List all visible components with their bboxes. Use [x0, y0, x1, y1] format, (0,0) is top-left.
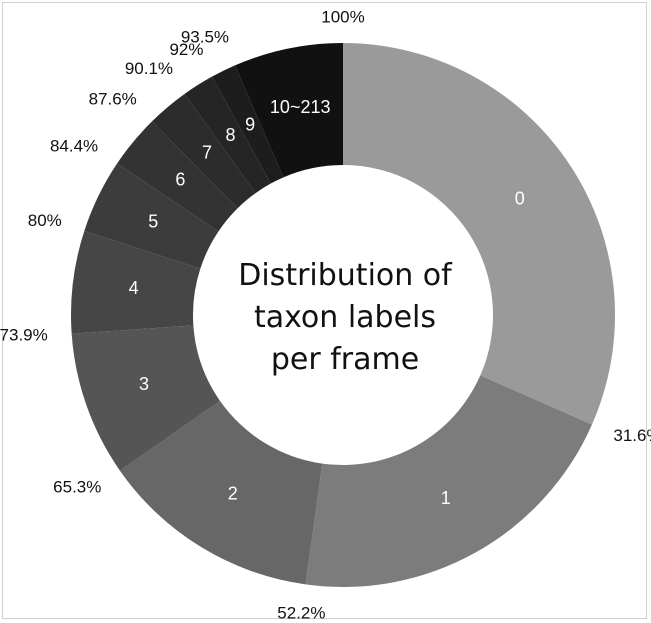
- slice-4: [71, 230, 201, 334]
- slice-label-10~213: 10~213: [270, 97, 331, 117]
- slice-label-9: 9: [245, 114, 255, 134]
- slice-3: [71, 325, 221, 471]
- slice-label-0: 0: [515, 188, 525, 208]
- cumulative-label-5: 84.4%: [50, 136, 98, 155]
- slice-label-2: 2: [228, 484, 238, 504]
- cumulative-label-6: 87.6%: [89, 90, 137, 109]
- slice-label-3: 3: [139, 374, 149, 394]
- title-line-2: taxon labels: [253, 300, 437, 335]
- slice-label-1: 1: [441, 488, 451, 508]
- cumulative-label-9: 93.5%: [181, 27, 229, 46]
- slice-5: [84, 163, 219, 269]
- slice-1: [305, 375, 592, 588]
- slice-label-8: 8: [225, 125, 235, 145]
- cumulative-label-3: 73.9%: [0, 325, 48, 344]
- slice-0: [343, 42, 615, 425]
- slice-6: [117, 121, 238, 232]
- slice-7: [151, 93, 256, 209]
- chart-title: Distribution of taxon labels per frame: [200, 255, 490, 381]
- title-line-1: Distribution of: [238, 258, 452, 293]
- slice-label-5: 5: [148, 212, 158, 232]
- slice-2: [119, 400, 323, 585]
- cumulative-label-4: 80%: [28, 211, 62, 230]
- slice-label-4: 4: [129, 278, 139, 298]
- slice-10~213: [234, 43, 343, 178]
- slice-label-7: 7: [202, 142, 212, 162]
- cumulative-label-7: 90.1%: [125, 59, 173, 78]
- slice-9: [211, 65, 284, 184]
- cumulative-label-8: 92%: [169, 40, 203, 59]
- title-line-3: per frame: [270, 342, 420, 377]
- slice-8: [184, 76, 271, 194]
- cumulative-label-2: 65.3%: [53, 477, 101, 496]
- cumulative-label-1: 52.2%: [277, 604, 325, 623]
- slice-label-6: 6: [175, 169, 185, 189]
- cumulative-label-0: 31.6%: [613, 426, 651, 445]
- cumulative-label-10~213: 100%: [321, 7, 364, 26]
